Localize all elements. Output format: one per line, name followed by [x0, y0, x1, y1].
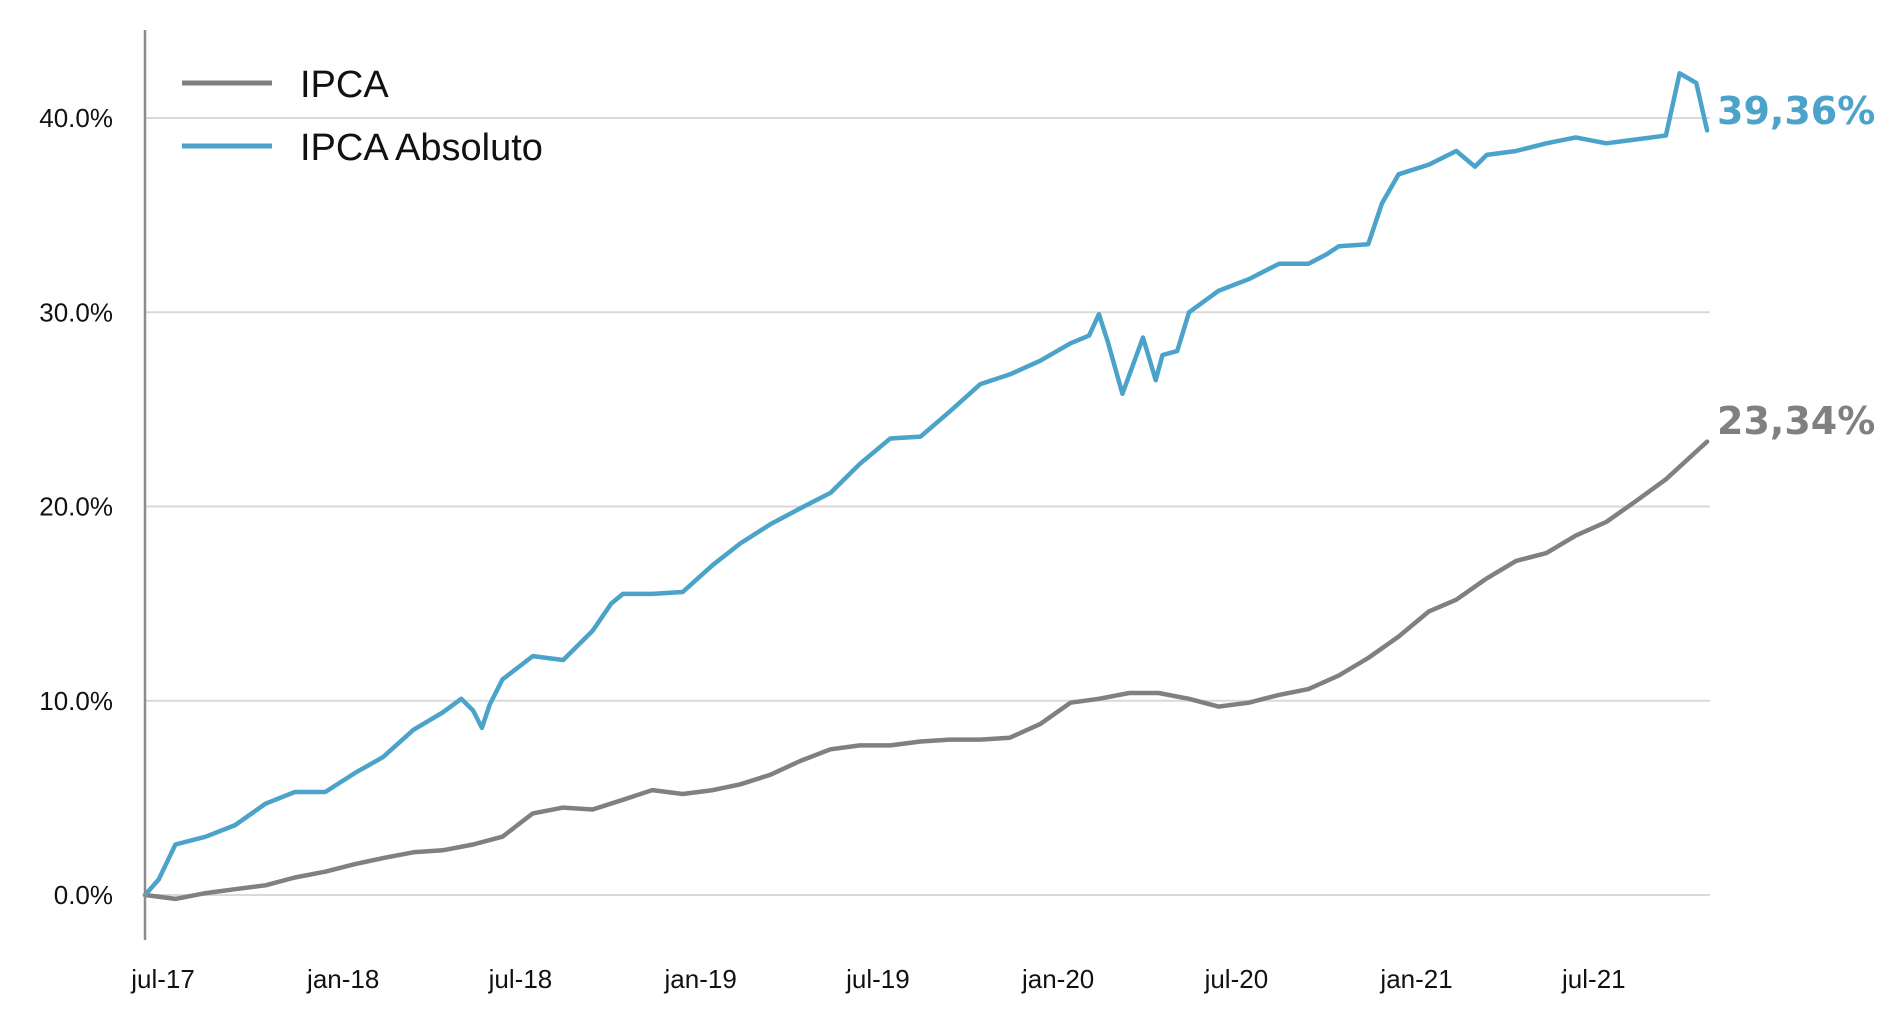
x-tick-label: jul-19: [845, 964, 910, 994]
legend-label: IPCA: [300, 64, 389, 106]
series-line-ipca: [142, 439, 1710, 902]
x-tick-label: jul-17: [130, 964, 195, 994]
end-value-label: 39,36%: [1717, 89, 1875, 133]
labels-layer: 0.0% 10.0% 20.0% 30.0% 40.0% jul-17 jan-18 jul-…: [39, 89, 1875, 994]
legend-label: IPCA Absoluto: [300, 127, 543, 169]
x-tick-label: jul-21: [1561, 964, 1626, 994]
x-tick-label: jul-18: [488, 964, 553, 994]
y-tick-label: 20.0%: [39, 492, 113, 522]
x-tick-label: jan-18: [306, 964, 379, 994]
end-value-label: 23,34%: [1717, 399, 1875, 443]
x-tick-label: jul-20: [1204, 964, 1269, 994]
grid-layer: [145, 117, 1710, 896]
y-tick-label: 10.0%: [39, 686, 113, 716]
x-tick-label: jan-21: [1379, 964, 1452, 994]
series-line-ipca-absoluto: [142, 71, 1710, 898]
y-tick-label: 40.0%: [39, 103, 113, 133]
y-tick-label: 30.0%: [39, 297, 113, 327]
x-tick-label: jan-20: [1021, 964, 1094, 994]
x-tick-label: jan-19: [664, 964, 737, 994]
y-tick-label: 0.0%: [54, 880, 113, 910]
series-layer: [142, 71, 1710, 902]
legend: IPCA IPCA Absoluto: [182, 64, 543, 169]
